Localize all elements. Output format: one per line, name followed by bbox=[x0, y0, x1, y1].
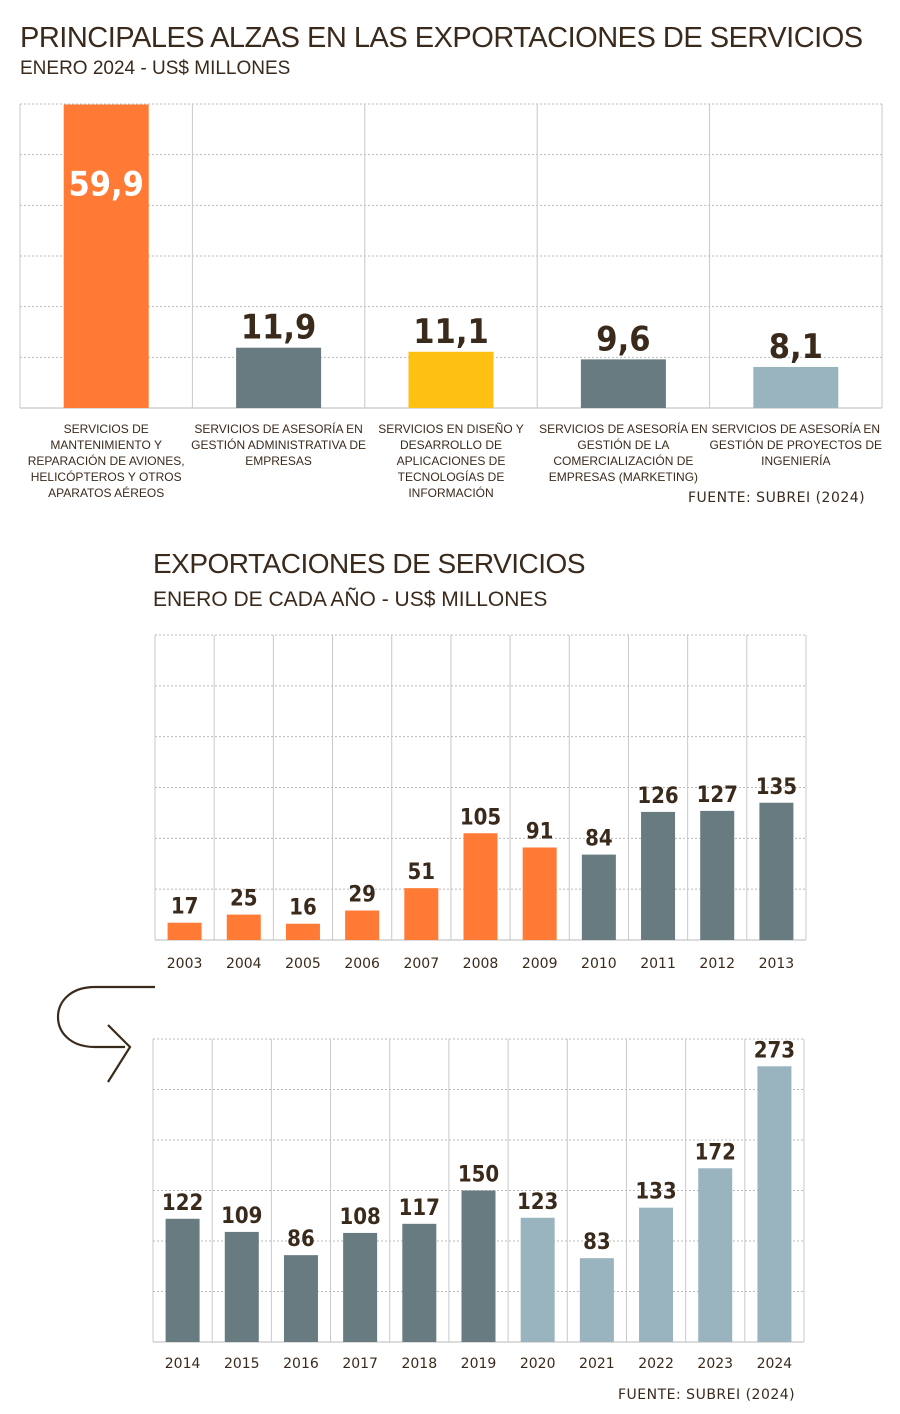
bar-servicios-en-dise-o- bbox=[408, 351, 494, 408]
value-label: 172 bbox=[695, 1140, 736, 1165]
chart1-source: FUENTE: SUBREI (2024) bbox=[688, 490, 866, 506]
year-label: 2020 bbox=[520, 1356, 556, 1372]
year-label: 2016 bbox=[283, 1356, 319, 1372]
bar-2009 bbox=[522, 847, 557, 940]
year-label: 2014 bbox=[165, 1356, 201, 1372]
bar-2023 bbox=[698, 1168, 733, 1342]
bar-2007 bbox=[404, 888, 439, 940]
bar-2011 bbox=[641, 811, 676, 940]
value-label: 59,9 bbox=[68, 165, 143, 205]
year-label: 2024 bbox=[757, 1356, 793, 1372]
bar-2019 bbox=[461, 1190, 496, 1342]
value-label: 127 bbox=[697, 783, 738, 808]
chart2-subtitle: ENERO DE CADA AÑO - US$ MILLONES bbox=[153, 588, 548, 611]
bar-servicios-de-asesor- bbox=[236, 347, 322, 408]
chart2-plot: 17 2003 25 2004 16 2005 29 2006 51 2007 105 2008 91 2… bbox=[154, 634, 807, 972]
bar-2004 bbox=[226, 914, 261, 940]
value-label: 8,1 bbox=[769, 327, 823, 367]
year-label: 2003 bbox=[167, 956, 203, 972]
bar-2005 bbox=[285, 923, 320, 940]
year-label: 2006 bbox=[344, 956, 380, 972]
bar-2018 bbox=[402, 1223, 437, 1342]
value-label: 51 bbox=[408, 860, 436, 885]
year-label: 2008 bbox=[463, 956, 499, 972]
bar-servicios-de-asesor- bbox=[753, 366, 839, 408]
bar-2014 bbox=[165, 1218, 200, 1342]
category-label: SERVICIOS DE ASESORÍA EN GESTIÓN DE LA C… bbox=[539, 422, 708, 484]
value-label: 11,9 bbox=[241, 308, 316, 348]
value-label: 25 bbox=[230, 887, 258, 912]
bar-2012 bbox=[700, 810, 735, 940]
year-label: 2007 bbox=[403, 956, 439, 972]
value-label: 9,6 bbox=[596, 319, 650, 359]
year-label: 2023 bbox=[697, 1356, 733, 1372]
bar-servicios-de-manteni bbox=[63, 104, 149, 409]
year-label: 2017 bbox=[342, 1356, 378, 1372]
value-label: 17 bbox=[171, 895, 199, 920]
value-label: 108 bbox=[339, 1205, 380, 1230]
value-label: 126 bbox=[637, 784, 678, 809]
year-label: 2019 bbox=[461, 1356, 497, 1372]
bar-2016 bbox=[283, 1255, 318, 1342]
chart3-source: FUENTE: SUBREI (2024) bbox=[618, 1387, 796, 1403]
category-label: SERVICIOS DE ASESORÍA EN GESTIÓN ADMINIS… bbox=[191, 422, 367, 468]
year-label: 2010 bbox=[581, 956, 617, 972]
value-label: 91 bbox=[526, 819, 554, 844]
chart1-subtitle: ENERO 2024 - US$ MILLONES bbox=[20, 58, 291, 79]
value-label: 273 bbox=[754, 1038, 795, 1063]
value-label: 16 bbox=[289, 896, 317, 921]
bar-servicios-de-asesor- bbox=[580, 359, 666, 408]
bar-2010 bbox=[581, 854, 616, 940]
year-label: 2018 bbox=[401, 1356, 437, 1372]
year-label: 2021 bbox=[579, 1356, 615, 1372]
year-label: 2011 bbox=[640, 956, 676, 972]
year-label: 2012 bbox=[699, 956, 735, 972]
year-label: 2013 bbox=[759, 956, 795, 972]
chart1-plot: 59,9 11,9 11,1 9,6 8,1 bbox=[19, 103, 883, 409]
bar-2021 bbox=[579, 1258, 614, 1342]
value-label: 105 bbox=[460, 805, 501, 830]
bar-2017 bbox=[343, 1232, 378, 1342]
value-label: 86 bbox=[287, 1227, 315, 1252]
chart2-title: EXPORTACIONES DE SERVICIOS bbox=[153, 548, 586, 579]
year-label: 2015 bbox=[224, 1356, 260, 1372]
bar-2008 bbox=[463, 833, 498, 940]
value-label: 29 bbox=[348, 883, 376, 908]
value-label: 11,1 bbox=[413, 312, 488, 352]
category-label: SERVICIOS EN DISEÑO Y DESARROLLO DE APLI… bbox=[378, 422, 524, 500]
value-label: 84 bbox=[585, 827, 613, 852]
curved-arrow-right-icon bbox=[56, 985, 155, 1083]
value-label: 117 bbox=[399, 1196, 440, 1221]
bar-2022 bbox=[639, 1207, 674, 1342]
value-label: 109 bbox=[221, 1204, 262, 1229]
bar-2024 bbox=[757, 1066, 792, 1342]
category-label: SERVICIOS DE ASESORÍA EN GESTIÓN DE PROY… bbox=[709, 422, 883, 468]
value-label: 150 bbox=[458, 1163, 499, 1188]
year-label: 2005 bbox=[285, 956, 321, 972]
value-label: 135 bbox=[756, 775, 797, 800]
bar-2003 bbox=[167, 922, 202, 940]
chart1-title: PRINCIPALES ALZAS EN LAS EXPORTACIONES D… bbox=[20, 22, 863, 54]
bar-2020 bbox=[520, 1217, 555, 1342]
value-label: 123 bbox=[517, 1190, 558, 1215]
year-label: 2009 bbox=[522, 956, 558, 972]
year-label: 2022 bbox=[638, 1356, 674, 1372]
year-label: 2004 bbox=[226, 956, 262, 972]
bar-2006 bbox=[345, 910, 380, 940]
value-label: 122 bbox=[162, 1191, 203, 1216]
bar-2013 bbox=[759, 802, 794, 940]
category-label: SERVICIOS DE MANTENIMIENTO Y REPARACIÓN … bbox=[27, 422, 185, 500]
value-label: 133 bbox=[635, 1180, 676, 1205]
bar-2015 bbox=[224, 1231, 259, 1342]
chart3-plot: 122 2014 109 2015 86 2016 108 2017 117 2018 150 201… bbox=[152, 1038, 805, 1372]
value-label: 83 bbox=[583, 1230, 611, 1255]
